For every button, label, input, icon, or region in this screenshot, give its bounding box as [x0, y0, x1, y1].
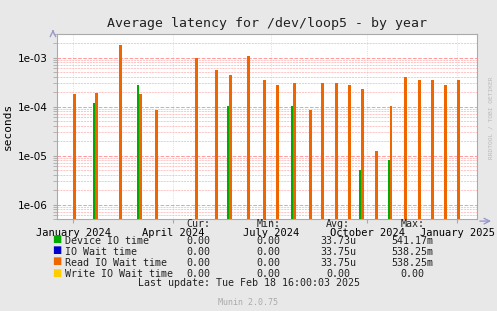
Bar — [375, 151, 378, 219]
Bar — [309, 110, 312, 219]
Text: 538.25m: 538.25m — [392, 258, 433, 268]
Text: 33.75u: 33.75u — [320, 247, 356, 257]
Text: 0.00: 0.00 — [256, 269, 280, 279]
Bar — [155, 110, 158, 219]
Y-axis label: seconds: seconds — [2, 103, 13, 150]
Bar — [293, 83, 296, 219]
Bar — [139, 94, 142, 219]
Bar — [444, 85, 447, 219]
Text: Read IO Wait time: Read IO Wait time — [65, 258, 166, 268]
Text: 0.00: 0.00 — [187, 236, 211, 246]
Text: Max:: Max: — [401, 219, 424, 229]
Bar — [359, 170, 361, 219]
Bar — [291, 106, 293, 219]
Text: 33.73u: 33.73u — [320, 236, 356, 246]
Bar — [229, 75, 232, 219]
Text: Device IO time: Device IO time — [65, 236, 149, 246]
Text: 541.17m: 541.17m — [392, 236, 433, 246]
Text: Min:: Min: — [256, 219, 280, 229]
Text: ■: ■ — [52, 268, 62, 278]
Bar — [195, 58, 197, 219]
Text: Avg:: Avg: — [326, 219, 350, 229]
Bar — [137, 85, 139, 219]
Bar — [93, 103, 95, 219]
Text: 0.00: 0.00 — [256, 236, 280, 246]
Bar — [119, 45, 122, 219]
Bar — [321, 83, 324, 219]
Bar — [263, 80, 265, 219]
Text: 0.00: 0.00 — [401, 269, 424, 279]
Bar — [73, 94, 76, 219]
Text: ■: ■ — [52, 234, 62, 244]
Text: ■: ■ — [52, 245, 62, 255]
Bar — [215, 70, 218, 219]
Text: IO Wait time: IO Wait time — [65, 247, 137, 257]
Bar — [95, 93, 97, 219]
Bar — [388, 160, 390, 219]
Text: 538.25m: 538.25m — [392, 247, 433, 257]
Bar — [418, 80, 421, 219]
Text: 33.75u: 33.75u — [320, 258, 356, 268]
Bar — [405, 77, 407, 219]
Text: 0.00: 0.00 — [326, 269, 350, 279]
Text: Cur:: Cur: — [187, 219, 211, 229]
Text: 0.00: 0.00 — [187, 258, 211, 268]
Text: ■: ■ — [52, 256, 62, 266]
Bar — [247, 56, 249, 219]
Text: Write IO Wait time: Write IO Wait time — [65, 269, 172, 279]
Bar — [348, 85, 351, 219]
Bar — [276, 85, 279, 219]
Title: Average latency for /dev/loop5 - by year: Average latency for /dev/loop5 - by year — [107, 17, 427, 30]
Text: Munin 2.0.75: Munin 2.0.75 — [219, 298, 278, 307]
Bar — [361, 89, 363, 219]
Bar — [390, 106, 392, 219]
Text: 0.00: 0.00 — [187, 247, 211, 257]
Bar — [431, 80, 433, 219]
Text: RRDTOOL / TOBI OETIKER: RRDTOOL / TOBI OETIKER — [489, 77, 494, 160]
Bar — [335, 83, 337, 219]
Text: 0.00: 0.00 — [256, 247, 280, 257]
Text: 0.00: 0.00 — [187, 269, 211, 279]
Text: 0.00: 0.00 — [256, 258, 280, 268]
Text: Last update: Tue Feb 18 16:00:03 2025: Last update: Tue Feb 18 16:00:03 2025 — [138, 278, 359, 288]
Bar — [227, 106, 229, 219]
Bar — [457, 80, 460, 219]
